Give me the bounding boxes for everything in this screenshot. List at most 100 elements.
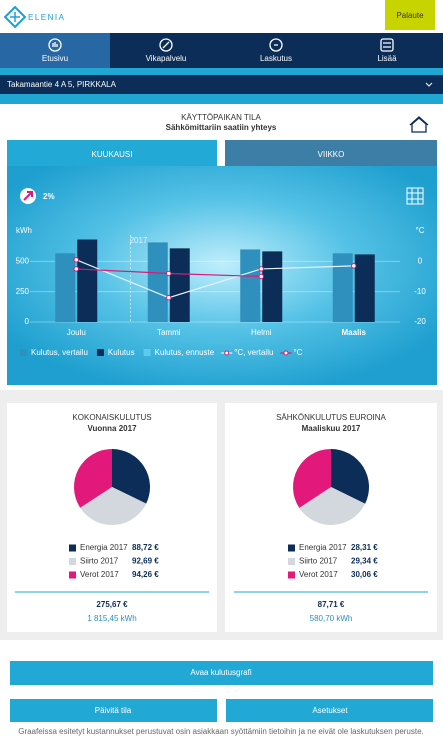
x-tick-label: Joulu [67,328,86,337]
y2-axis-label: °C [416,226,425,235]
value-label: 92,69 € [132,557,159,566]
y2-tick-label: -10 [414,287,426,296]
card-subtitle: Vuonna 2017 [87,424,137,433]
x-tick-label: Maalis [342,328,367,337]
legend-label: Energia 2017 [80,543,128,552]
legend-label: Kulutus [108,348,135,357]
legend-swatch [20,349,27,356]
tab-label[interactable]: KUUKAUSI [92,150,133,159]
x-tick-label: Tammi [157,328,181,337]
bar [147,242,168,322]
legend-label: Energia 2017 [299,543,347,552]
total: 87,71 € [318,600,345,609]
legend-label: °C, vertailu [234,348,273,357]
value-label: 94,26 € [132,570,159,579]
pie-slice [331,449,369,504]
pie-slice [112,449,151,504]
table-icon[interactable] [406,187,424,205]
legend-swatch [283,350,289,356]
point [73,257,79,263]
legend-swatch [143,349,151,356]
tab[interactable] [225,140,437,167]
dropdown-arrow [425,82,433,87]
total-energy: 580,70 kWh [310,614,353,623]
legend-swatch [69,558,76,565]
nav-item[interactable]: Etusivu [42,54,68,63]
legend-swatch [224,350,230,356]
line [76,259,354,299]
legend-swatch [96,349,104,356]
nav-icons [48,38,394,52]
status-title: KÄYTTÖPAIKAN TILA [181,113,261,122]
annotation: 2017 [130,236,148,245]
point [258,266,264,272]
legend-label: Kulutus, vertailu [31,348,88,357]
y-axis-label: kWh [16,226,32,235]
card-subtitle: Maaliskuu 2017 [302,424,361,433]
footnote: Graafeissa esitetyt kustannukset perustu… [18,727,424,736]
point [351,263,357,269]
card-title: SÄHKÖNKULUTUS EUROINA [276,413,386,422]
bar [55,253,76,322]
legend-label: Siirto 2017 [80,557,119,566]
bar [77,239,98,322]
button-label[interactable]: Päivitä tila [95,706,132,715]
y-tick-label: 250 [16,287,30,296]
x-tick-label: Helmi [251,328,272,337]
pie-slice [299,487,366,526]
change-arrow [23,191,33,201]
nav-item[interactable]: Lisää [377,54,397,63]
value-label: 29,34 € [351,557,378,566]
button[interactable] [10,699,217,722]
point [166,295,172,301]
y-tick-label: 0 [25,317,30,326]
bar [354,254,375,322]
nav-item[interactable]: Laskutus [260,54,292,63]
button-label[interactable]: Asetukset [312,706,348,715]
y2-tick-label: -20 [414,317,426,326]
legend-swatch [69,544,76,552]
address-select[interactable] [0,75,443,94]
card-title: KOKONAISKULUTUS [72,413,151,422]
legend-swatch [288,571,295,579]
legend-swatch [288,558,295,565]
legend-label: °C [293,348,302,357]
pie-slice [80,487,147,525]
point [166,270,172,277]
logo-text: ELENIA [28,13,65,22]
value-label: 88,72 € [132,543,159,552]
point [258,273,264,280]
feedback-label[interactable]: Palaute [396,11,424,20]
tab-active[interactable] [7,140,217,167]
total: 275,67 € [96,600,128,609]
logo [3,5,27,29]
feedback-button[interactable] [385,0,435,30]
y2-tick-label: 0 [418,256,423,265]
change: 2% [43,192,55,201]
nav-item[interactable]: Vikapalvelu [146,54,187,63]
pie-slice [292,449,331,508]
total-energy: 1 815,45 kWh [87,614,136,623]
value-label: 28,31 € [351,543,378,552]
address[interactable]: Takamaantie 4 A 5, PIRKKALA [7,80,117,89]
legend-swatch [69,571,76,579]
legend-label: Siirto 2017 [299,557,338,566]
value-label: 30,06 € [351,570,378,579]
tab-label[interactable]: VIIKKO [318,150,345,159]
status-subtitle: Sähkömittariin saatiin yhteys [166,123,277,132]
legend-label: Verot 2017 [80,570,119,579]
point [73,266,79,272]
bar [240,249,261,322]
bar [169,248,190,322]
legend-label: Kulutus, ennuste [155,348,215,357]
y-tick-label: 500 [16,256,30,265]
button-label[interactable]: Avaa kulutusgrafi [190,668,251,677]
button[interactable] [10,661,433,685]
bar [332,253,353,322]
bar [262,251,283,322]
home-icon[interactable] [409,116,429,133]
button[interactable] [226,699,433,722]
pie-slice [73,449,112,508]
legend-swatch [288,544,295,552]
